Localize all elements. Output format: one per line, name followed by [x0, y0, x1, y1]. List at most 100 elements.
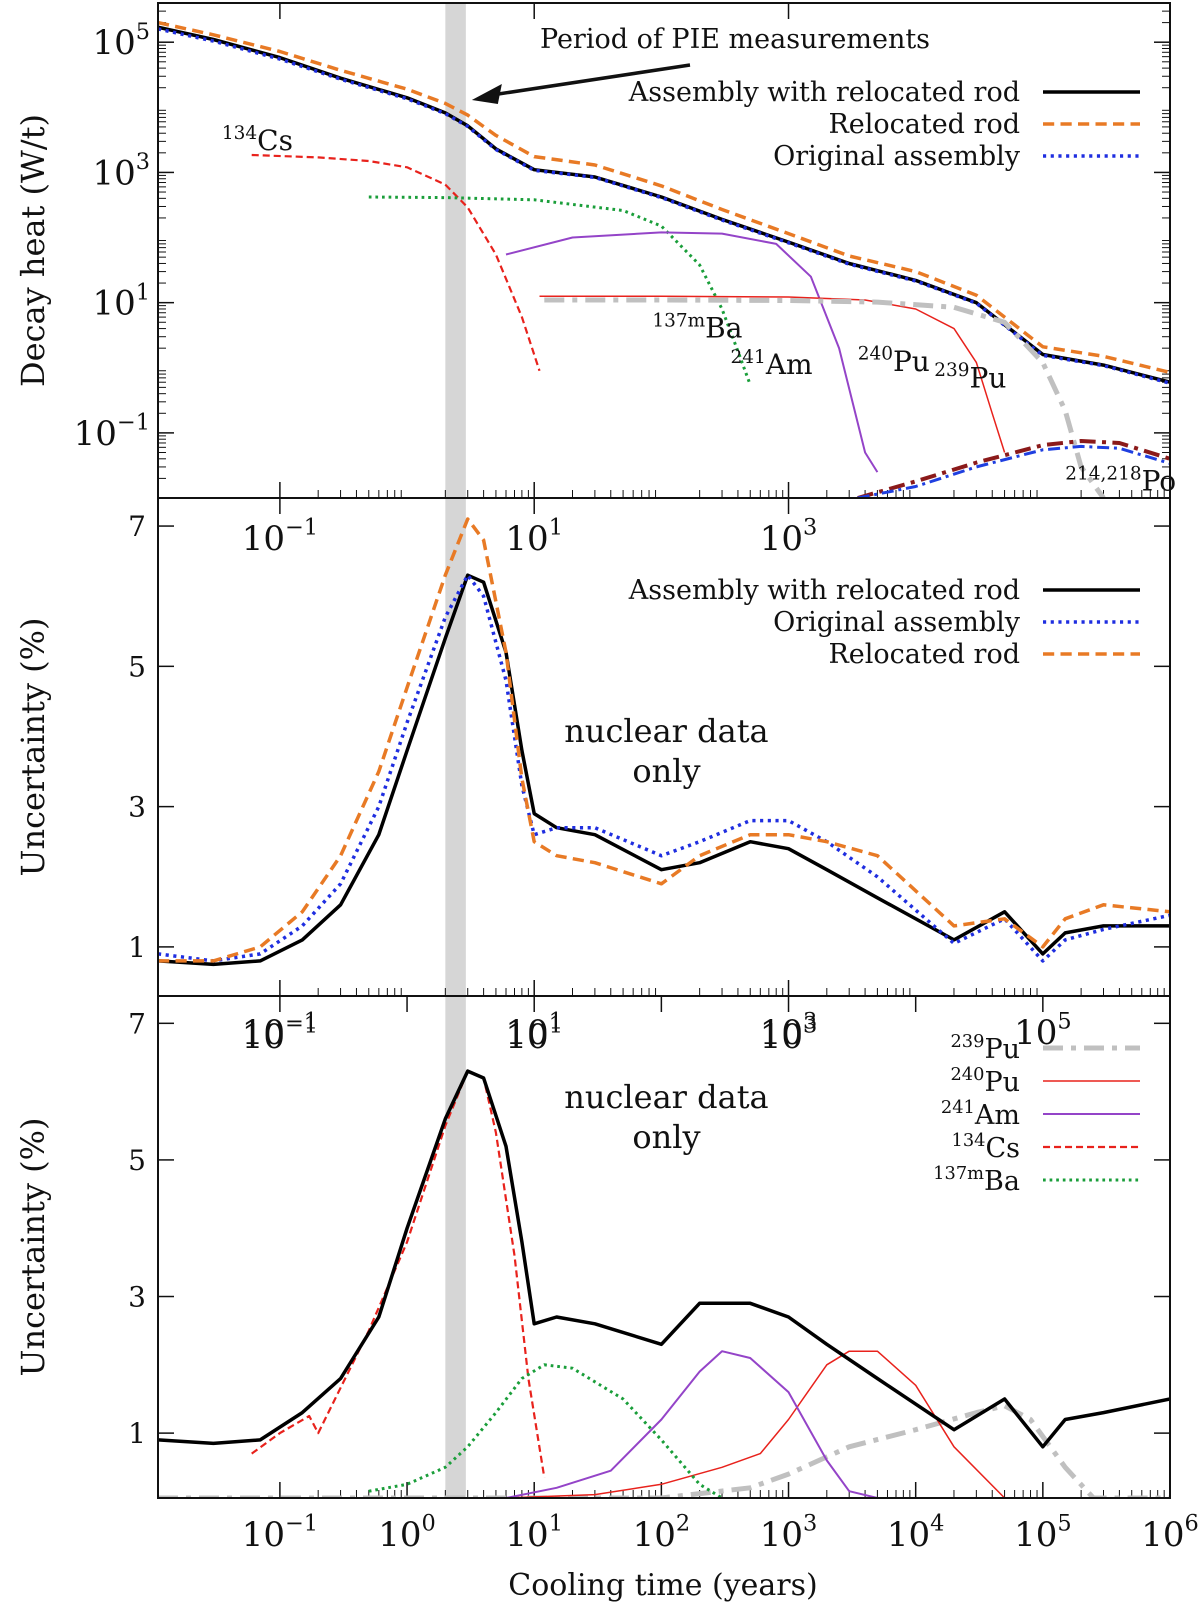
y-tick-label: 7	[128, 510, 146, 543]
series-line	[857, 439, 1170, 498]
isotope-annotation: 239Pu	[934, 360, 1006, 394]
series-line	[505, 231, 879, 473]
legend-label: 134Cs	[951, 1130, 1020, 1164]
x-tick-label: 106	[1141, 1511, 1199, 1555]
x-tick-label: 102	[633, 1511, 691, 1555]
panel-note: nuclear data	[564, 1078, 768, 1116]
x-tick-label: 103	[760, 515, 818, 559]
x-top-tick-label-exp: −1	[285, 1009, 318, 1035]
x-axis-label: Cooling time (years)	[508, 1568, 817, 1603]
y-tick-label: 7	[128, 1007, 146, 1040]
panel-note: only	[632, 1118, 700, 1156]
x-tick-label-exp: −1	[285, 515, 318, 541]
legend-label: Original assembly	[773, 141, 1021, 172]
x-top-tick-label-exp: 5	[1057, 1009, 1071, 1035]
x-tick-label-base: 10	[505, 519, 548, 559]
x-tick-label-exp: −1	[285, 1511, 318, 1537]
isotope-annotation: 137mBa	[652, 310, 742, 344]
pie-period-label: Period of PIE measurements	[540, 24, 930, 55]
x-tick-label: 100	[378, 1511, 436, 1555]
legend-label-mass: 241	[941, 1097, 975, 1118]
x-tick-label-base: 10	[242, 1017, 285, 1057]
x-tick-label: 103	[760, 1511, 818, 1555]
x-tick-label-exp: 5	[1057, 1511, 1071, 1537]
legend-label-mass: 134	[951, 1130, 985, 1151]
series-line	[158, 517, 1170, 963]
isotope-annotation-symbol: Pu	[970, 361, 1007, 394]
legend-label-symbol: Pu	[984, 1034, 1020, 1065]
legend-label: 240Pu	[950, 1064, 1020, 1098]
x-tick-label-exp: 3	[803, 515, 817, 541]
y-tick-label-base: 10	[92, 23, 135, 63]
series-group	[158, 517, 1170, 967]
isotope-annotation: 241Am	[731, 347, 813, 381]
y-tick-label: 3	[128, 791, 146, 824]
series-line	[505, 1350, 1006, 1498]
x-tick-label-base: 10	[1014, 1515, 1057, 1555]
x-tick-label: 101	[505, 515, 563, 559]
pie-period-band	[445, 996, 466, 1498]
x-tick-label-exp: 3	[803, 1013, 817, 1039]
x-top-tick-label: 10−1	[242, 1009, 318, 1053]
legend-label-symbol: Am	[974, 1100, 1020, 1131]
isotope-annotation: 240Pu	[858, 344, 930, 378]
legend-label-symbol: Ba	[984, 1166, 1020, 1197]
panel-note: only	[632, 752, 700, 790]
y-tick-label: 5	[128, 650, 146, 683]
x-tick-label-base: 10	[760, 1515, 803, 1555]
x-top-tick-label: 101	[505, 1009, 563, 1053]
x-tick-label-exp: 1	[549, 1013, 563, 1039]
x-tick-label: 101	[505, 1013, 563, 1057]
y-tick-label-exp: 1	[136, 279, 150, 305]
legend-label: Relocated rod	[828, 639, 1020, 670]
legend-label: Relocated rod	[828, 109, 1020, 140]
x-tick-label: 10−1	[242, 1013, 318, 1057]
series-line	[158, 25, 1170, 384]
legend-label-mass: 240	[950, 1064, 984, 1085]
legend-label: Assembly with relocated rod	[628, 77, 1020, 108]
legend-label-mass: 137m	[933, 1163, 984, 1184]
y-tick-label: 1	[128, 931, 146, 964]
pie-period-band	[445, 498, 466, 996]
y-tick-label: 5	[128, 1144, 146, 1177]
x-tick-label-base: 10	[242, 1515, 285, 1555]
y-tick-label-exp: 3	[136, 149, 150, 175]
legend-label: 239Pu	[950, 1031, 1020, 1065]
series-line	[158, 573, 1170, 963]
x-tick-label-base: 10	[242, 519, 285, 559]
y-tick-label-exp: −1	[117, 410, 150, 436]
series-line	[251, 1070, 546, 1478]
x-tick-label-exp: 0	[422, 1511, 436, 1537]
x-tick-label: 103	[760, 1013, 818, 1057]
y-axis-label: Uncertainty (%)	[14, 618, 52, 877]
legend-label: Assembly with relocated rod	[628, 575, 1020, 606]
x-tick-label-exp: 3	[803, 1511, 817, 1537]
y-tick-label: 3	[128, 1281, 146, 1314]
isotope-annotation-mass: 241	[731, 347, 766, 368]
y-tick-label: 1	[128, 1417, 146, 1450]
series-line	[544, 297, 1106, 498]
x-tick-label: 10−1	[242, 515, 318, 559]
x-tick-label-exp: −1	[285, 1013, 318, 1039]
legend-label: 241Am	[941, 1097, 1020, 1131]
x-tick-label-base: 10	[887, 1515, 930, 1555]
x-tick-label-base: 10	[378, 1515, 421, 1555]
isotope-annotation-symbol: Ba	[705, 312, 742, 345]
x-tick-label: 104	[887, 1511, 945, 1555]
series-line	[368, 1363, 723, 1498]
isotope-annotation-mass: 134	[222, 123, 257, 144]
series-line	[158, 20, 1170, 375]
plot-frame	[157, 995, 1171, 1499]
x-top-tick-label: 103	[760, 1009, 818, 1053]
series-line	[857, 444, 1170, 498]
y-tick-label-base: 10	[92, 153, 135, 193]
series-group	[158, 20, 1170, 498]
isotope-annotation-mass: 239	[934, 360, 969, 381]
x-tick-label-base: 10	[505, 1017, 548, 1057]
series-line	[251, 153, 541, 372]
y-tick-label-base: 10	[92, 284, 135, 324]
